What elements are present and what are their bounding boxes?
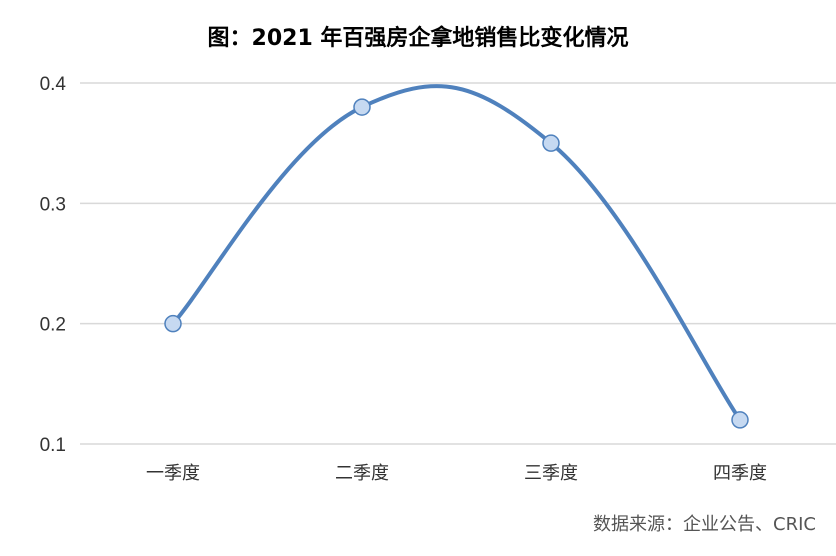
y-tick-label: 0.4 bbox=[40, 74, 67, 95]
y-tick-label: 0.3 bbox=[40, 194, 66, 215]
data-point bbox=[164, 314, 182, 333]
source-note: 数据来源：企业公告、CRIC bbox=[593, 514, 816, 535]
x-tick-label: 四季度 bbox=[713, 463, 767, 484]
chart-title: 图：2021 年百强房企拿地销售比变化情况 bbox=[207, 26, 629, 51]
x-tick-label: 一季度 bbox=[146, 463, 200, 484]
series-line bbox=[171, 84, 742, 422]
x-tick-label: 三季度 bbox=[524, 463, 578, 484]
y-tick-label: 0.2 bbox=[40, 315, 66, 336]
data-point bbox=[353, 98, 371, 116]
data-point bbox=[731, 411, 749, 429]
y-tick-label: 0.1 bbox=[40, 435, 66, 456]
x-tick-label: 二季度 bbox=[335, 463, 389, 484]
data-point bbox=[542, 134, 560, 152]
